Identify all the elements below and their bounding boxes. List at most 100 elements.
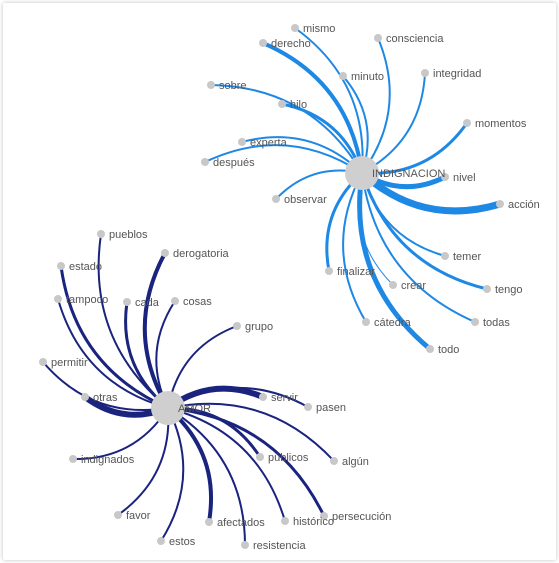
node-nivel[interactable]: [441, 173, 449, 181]
node-finalizar[interactable]: [325, 267, 333, 275]
edge-amor-estos: [160, 407, 185, 542]
edges-layer: [42, 27, 504, 546]
node-label-finalizar: finalizar: [337, 266, 375, 278]
node-despues[interactable]: [201, 158, 209, 166]
node-label-tampoco: tampoco: [66, 294, 108, 306]
node-tampoco[interactable]: [54, 295, 62, 303]
edge-indignacion-tengo: [360, 171, 489, 291]
node-label-favor: favor: [126, 510, 151, 522]
node-cada[interactable]: [123, 298, 131, 306]
edge-amor-derogatoria: [142, 251, 170, 410]
node-label-estos: estos: [169, 536, 196, 548]
node-derogatoria[interactable]: [161, 249, 169, 257]
nodes-layer: mismo derecho consciencia sobre minuto integr…: [39, 23, 540, 552]
edge-indignacion-despues: [204, 144, 363, 174]
hubs-layer: INDIGNACION AMOR: [151, 156, 445, 425]
edge-amor-persecucion: [166, 406, 326, 518]
node-publicos[interactable]: [256, 453, 264, 461]
node-label-afectados: afectados: [217, 517, 265, 529]
node-label-servir: servir: [271, 392, 298, 404]
node-label-pueblos: pueblos: [109, 229, 148, 241]
node-label-catedra: cátedra: [374, 317, 412, 329]
node-catedra[interactable]: [362, 318, 370, 326]
node-accion[interactable]: [496, 200, 504, 208]
hub-node-indignacion[interactable]: [345, 156, 379, 190]
edge-indignacion-consciencia: [361, 37, 391, 174]
edge-indignacion-todo: [357, 170, 433, 352]
node-label-todo: todo: [438, 344, 459, 356]
hub-label-indignacion: INDIGNACION: [372, 168, 445, 180]
node-sobre[interactable]: [207, 81, 215, 89]
edge-amor-pasen: [167, 386, 309, 409]
edge-amor-historico: [167, 407, 286, 522]
node-favor[interactable]: [114, 511, 122, 519]
node-momentos[interactable]: [463, 119, 471, 127]
node-consciencia[interactable]: [374, 34, 382, 42]
node-pueblos[interactable]: [97, 230, 105, 238]
node-estado[interactable]: [57, 262, 65, 270]
node-label-crear: crear: [401, 280, 426, 292]
node-label-derogatoria: derogatoria: [173, 248, 230, 260]
node-crear[interactable]: [389, 281, 397, 289]
edge-indignacion-derecho: [261, 41, 364, 175]
node-afectados[interactable]: [205, 518, 213, 526]
node-servir[interactable]: [259, 393, 267, 401]
node-permitir[interactable]: [39, 358, 47, 366]
edge-amor-resistencia: [167, 407, 246, 546]
node-estos[interactable]: [157, 537, 165, 545]
node-historico[interactable]: [281, 517, 289, 525]
node-label-resistencia: resistencia: [253, 540, 306, 552]
node-label-persecucion: persecución: [332, 511, 391, 523]
node-label-mismo: mismo: [303, 23, 335, 35]
node-label-accion: acción: [508, 199, 540, 211]
node-label-cosas: cosas: [183, 296, 212, 308]
node-label-publicos: públicos: [268, 452, 309, 464]
node-resistencia[interactable]: [241, 541, 249, 549]
node-label-cada: cada: [135, 297, 160, 309]
node-integridad[interactable]: [421, 69, 429, 77]
edge-indignacion-mismo: [294, 27, 364, 174]
node-hilo[interactable]: [278, 100, 286, 108]
node-label-todas: todas: [483, 317, 510, 329]
edge-amor-estado: [59, 264, 170, 410]
node-observar[interactable]: [272, 195, 280, 203]
node-label-derecho: derecho: [271, 38, 311, 50]
node-mismo[interactable]: [291, 24, 299, 32]
node-label-algun: algún: [342, 456, 369, 468]
edge-indignacion-accion: [358, 169, 504, 215]
edge-amor-pueblos: [97, 233, 169, 409]
node-label-observar: observar: [284, 194, 327, 206]
node-tengo[interactable]: [483, 285, 491, 293]
node-label-integridad: integridad: [433, 68, 481, 80]
edge-amor-algun: [167, 402, 335, 462]
node-temer[interactable]: [441, 252, 449, 260]
hub-node-amor[interactable]: [151, 391, 185, 425]
node-label-momentos: momentos: [475, 118, 527, 130]
node-pasen[interactable]: [304, 403, 312, 411]
node-todo[interactable]: [426, 345, 434, 353]
node-todas[interactable]: [471, 318, 479, 326]
node-label-indignados: indignados: [81, 454, 135, 466]
node-otras[interactable]: [81, 393, 89, 401]
edge-indignacion-todas: [361, 172, 476, 323]
node-persecucion[interactable]: [320, 512, 328, 520]
node-label-estado: estado: [69, 261, 102, 273]
node-label-hilo: hilo: [290, 99, 307, 111]
node-label-consciencia: consciencia: [386, 33, 444, 45]
node-minuto[interactable]: [339, 72, 347, 80]
node-algun[interactable]: [330, 457, 338, 465]
node-label-permitir: permitir: [51, 357, 88, 369]
node-label-minuto: minuto: [351, 71, 384, 83]
node-label-otras: otras: [93, 392, 118, 404]
node-label-sobre: sobre: [219, 80, 247, 92]
node-derecho[interactable]: [259, 39, 267, 47]
node-experta[interactable]: [238, 138, 246, 146]
node-label-pasen: pasen: [316, 402, 346, 414]
node-cosas[interactable]: [171, 297, 179, 305]
node-grupo[interactable]: [233, 322, 241, 330]
node-indignados[interactable]: [69, 455, 77, 463]
node-label-experta: experta: [250, 137, 288, 149]
edge-indignacion-catedra: [342, 172, 367, 323]
node-label-grupo: grupo: [245, 321, 273, 333]
